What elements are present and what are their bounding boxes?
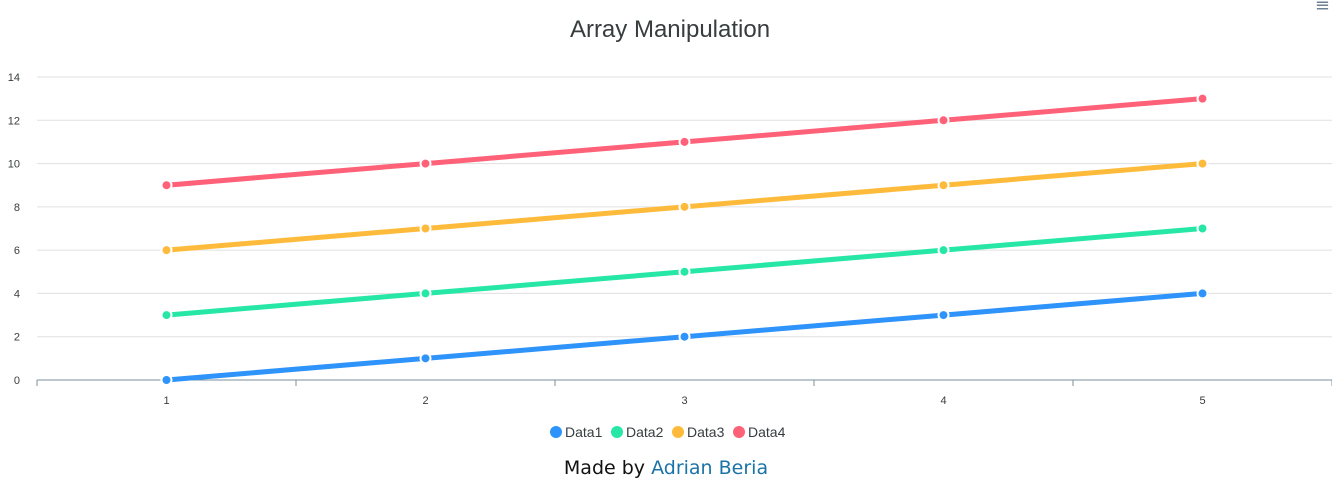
y-axis: 0 2 4 6 8 10 12 14 — [8, 72, 20, 387]
data-point — [1196, 287, 1209, 300]
x-tick-label: 3 — [681, 395, 687, 407]
data-point — [160, 374, 173, 386]
data-point — [160, 244, 173, 257]
data-point — [937, 244, 950, 257]
legend-marker — [550, 426, 562, 438]
credit-line: Made by Adrian Beria — [0, 457, 1332, 479]
data-point — [1196, 157, 1209, 170]
legend: Data1 Data2 Data3 Data4 — [550, 424, 786, 440]
data-point — [937, 114, 950, 127]
y-tick-label: 2 — [14, 332, 20, 344]
legend-marker — [672, 426, 684, 438]
data-point — [937, 179, 950, 192]
data-point — [160, 309, 173, 322]
x-tick-label: 4 — [940, 395, 946, 407]
series-group — [160, 92, 1209, 386]
data-point — [1196, 222, 1209, 235]
legend-label: Data3 — [687, 424, 725, 440]
x-tick-label: 5 — [1199, 395, 1205, 407]
y-tick-label: 0 — [14, 375, 20, 387]
legend-label: Data1 — [565, 424, 603, 440]
chart-title: Array Manipulation — [570, 16, 770, 43]
series-data2 — [160, 222, 1209, 322]
legend-label: Data4 — [748, 424, 786, 440]
legend-item[interactable]: Data4 — [733, 424, 786, 440]
data-point — [1196, 92, 1209, 105]
series-data1 — [160, 287, 1209, 386]
legend-item[interactable]: Data2 — [611, 424, 664, 440]
legend-item[interactable]: Data1 — [550, 424, 603, 440]
x-tick-label: 1 — [163, 395, 169, 407]
y-tick-label: 10 — [8, 159, 20, 171]
author-link[interactable]: Adrian Beria — [651, 457, 769, 479]
y-tick-label: 4 — [14, 288, 20, 300]
hamburger-menu-icon[interactable]: ≡ — [1314, 0, 1330, 16]
credit-prefix: Made by — [563, 457, 646, 479]
data-point — [937, 309, 950, 322]
data-point — [419, 157, 432, 170]
grid — [37, 76, 1332, 338]
x-tick-label: 2 — [422, 395, 428, 407]
series-data4 — [160, 92, 1209, 192]
legend-label: Data2 — [626, 424, 664, 440]
legend-item[interactable]: Data3 — [672, 424, 725, 440]
data-point — [678, 330, 691, 343]
legend-marker — [733, 426, 745, 438]
data-point — [419, 352, 432, 365]
y-tick-label: 12 — [8, 115, 20, 127]
data-point — [419, 222, 432, 235]
data-point — [678, 265, 691, 278]
x-axis: 1 2 3 4 5 — [36, 379, 1332, 407]
data-point — [678, 200, 691, 213]
data-point — [160, 179, 173, 192]
data-point — [678, 135, 691, 148]
series-data3 — [160, 157, 1209, 257]
legend-marker — [611, 426, 623, 438]
data-point — [419, 287, 432, 300]
y-tick-label: 6 — [14, 245, 20, 257]
y-tick-label: 14 — [8, 72, 20, 84]
y-tick-label: 8 — [14, 202, 20, 214]
